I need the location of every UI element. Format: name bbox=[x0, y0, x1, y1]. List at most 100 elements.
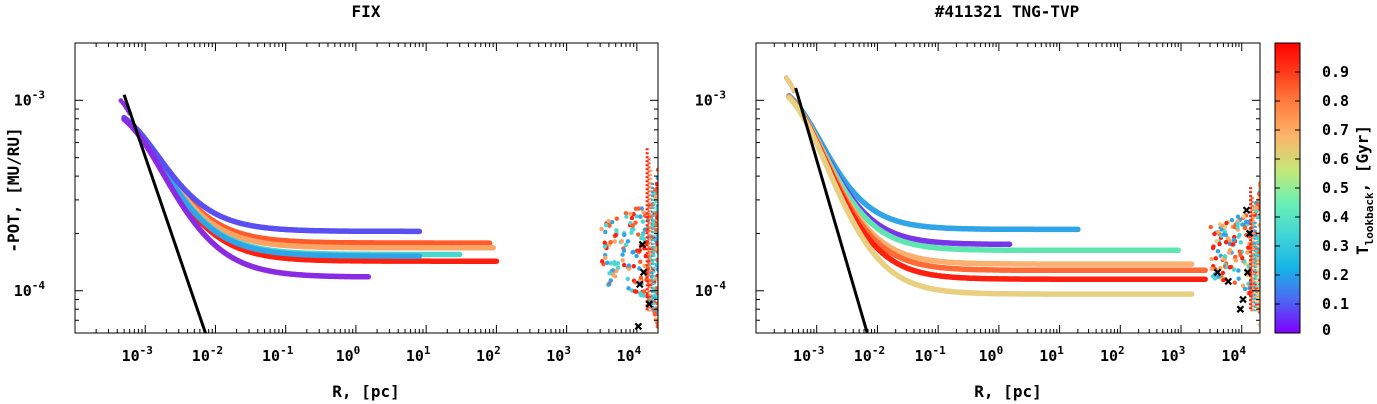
data-point bbox=[638, 214, 643, 219]
data-point bbox=[628, 211, 633, 217]
data-point bbox=[641, 289, 647, 294]
series-curve bbox=[121, 115, 423, 259]
reference-line bbox=[794, 87, 869, 333]
data-point bbox=[1237, 249, 1242, 254]
data-point bbox=[621, 248, 627, 253]
data-point bbox=[654, 181, 658, 187]
x-marker bbox=[634, 322, 643, 331]
chart-fix: FIX 10-3 10-2 10-1 100 101 102 103 104 10-410-3 … bbox=[4, 2, 659, 401]
data-point bbox=[1255, 215, 1260, 220]
data-point bbox=[611, 268, 616, 273]
data-point bbox=[622, 232, 627, 238]
outer-cloud bbox=[1208, 181, 1260, 327]
x-tick-label: 100 bbox=[979, 344, 1004, 365]
plot-frame bbox=[755, 42, 1261, 334]
data-point bbox=[1214, 239, 1219, 244]
data-point bbox=[1230, 242, 1235, 247]
data-point bbox=[634, 253, 639, 259]
data-point bbox=[1221, 232, 1227, 237]
outer-cloud bbox=[599, 148, 658, 331]
data-point bbox=[626, 266, 632, 271]
x-tick-label: 102 bbox=[476, 344, 501, 365]
data-point bbox=[605, 260, 610, 266]
data-point bbox=[1241, 214, 1246, 219]
data-point bbox=[637, 248, 643, 253]
y-tick-label: 10-4 bbox=[14, 279, 46, 300]
data-point bbox=[631, 227, 636, 232]
x-marker bbox=[1213, 268, 1222, 277]
data-point bbox=[614, 268, 619, 273]
data-point bbox=[629, 215, 635, 221]
data-point bbox=[612, 239, 618, 244]
axis-ticks: 10-3 10-2 10-1 100 101 102 103 104 10-4 10-3 bbox=[14, 43, 658, 365]
data-point bbox=[612, 261, 618, 267]
data-point bbox=[602, 244, 608, 249]
data-point bbox=[620, 252, 625, 257]
data-point bbox=[607, 271, 612, 276]
data-point bbox=[603, 229, 608, 235]
data-point bbox=[654, 241, 658, 246]
data-point bbox=[655, 261, 658, 266]
data-point bbox=[620, 258, 625, 263]
data-point bbox=[599, 259, 605, 264]
data-point bbox=[1216, 229, 1221, 235]
colorbar: 0 0.1 0.2 0.3 0.4 0.5 0.6 0.7 0.8 0.9 Tlookback, … bbox=[1274, 42, 1376, 339]
series-curve bbox=[786, 94, 1195, 267]
data-point bbox=[1257, 223, 1260, 228]
data-point bbox=[1217, 241, 1222, 247]
data-point bbox=[655, 257, 658, 263]
y-axis-label: -POT, [MU/RU] bbox=[4, 127, 23, 252]
data-point bbox=[632, 289, 638, 294]
colorbar-ticks: 0 0.1 0.2 0.3 0.4 0.5 0.6 0.7 0.8 0.9 bbox=[1275, 63, 1349, 339]
data-point bbox=[629, 230, 634, 235]
x-tick-label: 103 bbox=[546, 344, 571, 365]
data-point bbox=[614, 228, 619, 233]
data-point bbox=[1221, 277, 1226, 283]
data-point bbox=[1220, 270, 1226, 276]
data-point bbox=[1245, 250, 1250, 255]
data-point bbox=[1235, 221, 1240, 227]
data-point bbox=[641, 293, 646, 298]
data-point bbox=[1257, 322, 1260, 327]
data-point bbox=[1231, 267, 1237, 272]
x-marker bbox=[1243, 268, 1252, 277]
data-point bbox=[1242, 259, 1247, 264]
x-axis-label: R, [pc] bbox=[332, 382, 399, 401]
data-point bbox=[652, 312, 658, 317]
chart-title: #411321 TNG-TVP bbox=[935, 2, 1080, 21]
x-marker bbox=[639, 268, 648, 277]
data-point bbox=[1211, 244, 1216, 249]
x-tick-label: 10-2 bbox=[192, 344, 223, 365]
data-point bbox=[625, 276, 630, 282]
colorbar-tick-label: 0.2 bbox=[1322, 266, 1349, 284]
data-point bbox=[1242, 286, 1248, 292]
data-point bbox=[603, 222, 609, 228]
data-point bbox=[1223, 239, 1229, 245]
colorbar-tick-label: 0.8 bbox=[1322, 92, 1349, 110]
data-point bbox=[1257, 186, 1260, 192]
data-point bbox=[1257, 231, 1260, 237]
data-point bbox=[633, 280, 638, 285]
data-point bbox=[614, 216, 619, 221]
x-tick-label: 100 bbox=[336, 344, 361, 365]
x-tick-label: 101 bbox=[1039, 344, 1064, 365]
reference-line-segment bbox=[794, 87, 869, 333]
colorbar-tick-label: 0.4 bbox=[1322, 208, 1349, 226]
data-point bbox=[613, 232, 619, 238]
data-point bbox=[655, 324, 658, 329]
data-point bbox=[1233, 258, 1239, 263]
data-point bbox=[1254, 209, 1259, 214]
x-marker bbox=[1242, 206, 1251, 214]
data-point bbox=[655, 215, 658, 220]
data-point bbox=[633, 220, 638, 225]
data-point bbox=[1224, 220, 1229, 226]
data-point bbox=[623, 242, 629, 248]
x-tick-label: 101 bbox=[406, 344, 431, 365]
colorbar-tick-label: 0 bbox=[1322, 321, 1331, 339]
colorbar-tick-label: 0.6 bbox=[1322, 150, 1349, 168]
x-marker bbox=[645, 300, 654, 308]
data-point bbox=[608, 261, 614, 266]
series-curve bbox=[121, 116, 372, 280]
data-point bbox=[1229, 217, 1235, 223]
data-point bbox=[1257, 181, 1260, 186]
